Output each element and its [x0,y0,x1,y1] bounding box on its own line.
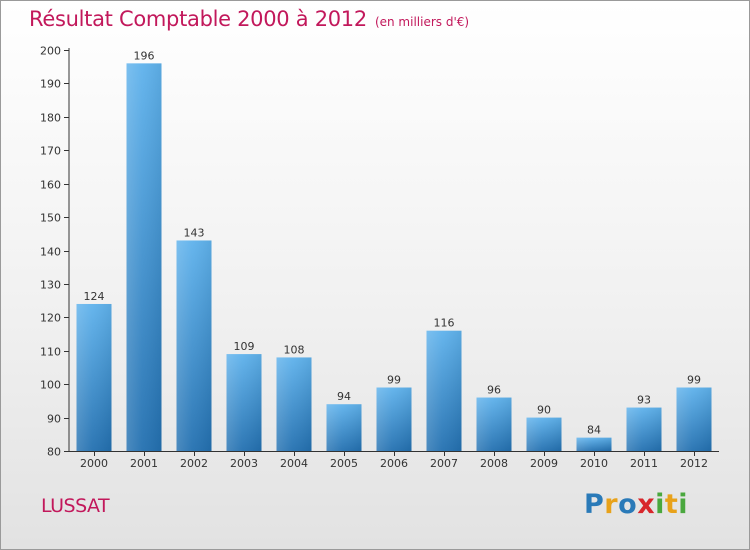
x-tick-label: 2004 [280,457,308,470]
logo-letter: P [584,489,605,520]
value-label-2011: 93 [637,394,651,407]
y-tick-label: 130 [40,279,61,292]
bar-shine-2007 [426,330,462,451]
x-tick-label: 2005 [330,457,358,470]
bar-shine-2010 [576,437,612,451]
y-tick-label: 110 [40,346,61,359]
bar-shine-2005 [326,404,362,451]
y-tick-label: 80 [47,446,61,459]
value-label-2005: 94 [337,390,351,403]
y-tick-label: 100 [40,379,61,392]
logo-letter: o [618,489,638,520]
logo-letter: r [604,489,619,520]
x-tick-label: 2002 [180,457,208,470]
x-tick-label: 2007 [430,457,458,470]
bar-shine-2000 [76,303,112,451]
x-tick-label: 2009 [530,457,558,470]
value-label-2006: 99 [387,374,401,387]
y-tick-label: 180 [40,112,61,125]
value-label-2008: 96 [487,384,501,397]
y-tick-label: 120 [40,312,61,325]
chart-subtitle: (en milliers d'€) [374,15,470,29]
bar-shine-2002 [176,240,212,451]
logo-letter: x [637,489,656,520]
value-label-2007: 116 [434,317,455,330]
value-label-2001: 196 [134,49,155,62]
x-tick-label: 2011 [630,457,658,470]
y-tick-label: 140 [40,246,61,259]
bar-shine-2006 [376,387,412,451]
y-tick-label: 90 [47,413,61,426]
x-axis: 2000 2001 2002 2003 2004 2005 2006 2007 2008 2009… [69,451,719,470]
y-tick-label: 170 [40,145,61,158]
x-tick-label: 2008 [480,457,508,470]
bar-shine-2008 [476,397,512,451]
y-tick-label: 150 [40,212,61,225]
chart-title-text: Résultat Comptable 2000 à 2012 [29,7,367,31]
y-axis: 80 90 100 110 120 130 140 150 160 170 180 190 200 [40,45,70,459]
bar-shine-2011 [626,407,662,451]
logo-letter: i [678,489,689,520]
value-label-2003: 109 [234,340,255,353]
y-tick-label: 160 [40,179,61,192]
value-label-2002: 143 [184,226,205,239]
value-label-2000: 124 [84,290,105,303]
value-label-2012: 99 [687,374,701,387]
x-tick-label: 2006 [380,457,408,470]
bar-shine-2001 [126,63,162,451]
x-tick-label: 2012 [680,457,708,470]
value-label-2009: 90 [537,404,551,417]
bar-shine-2004 [276,357,312,451]
chart-title: Résultat Comptable 2000 à 2012 (en millie… [29,7,469,31]
bar-shine-2009 [526,417,562,451]
bar-shine-2012 [676,387,712,451]
x-tick-label: 2001 [130,457,158,470]
proxiti-logo[interactable]: Proxiti [584,489,688,520]
x-tick-label: 2000 [80,457,108,470]
bars: 124 196 143 109 108 94 99 116 96 90 84 93 99 [76,49,712,451]
x-tick-label: 2010 [580,457,608,470]
value-label-2010: 84 [587,424,601,437]
value-label-2004: 108 [284,343,305,356]
y-tick-label: 200 [40,45,61,58]
x-tick-label: 2003 [230,457,258,470]
y-tick-label: 190 [40,78,61,91]
logo-letter: t [664,489,679,520]
commune-name: LUSSAT [41,495,110,517]
bar-shine-2003 [226,354,262,451]
logo-letter: i [655,489,665,520]
